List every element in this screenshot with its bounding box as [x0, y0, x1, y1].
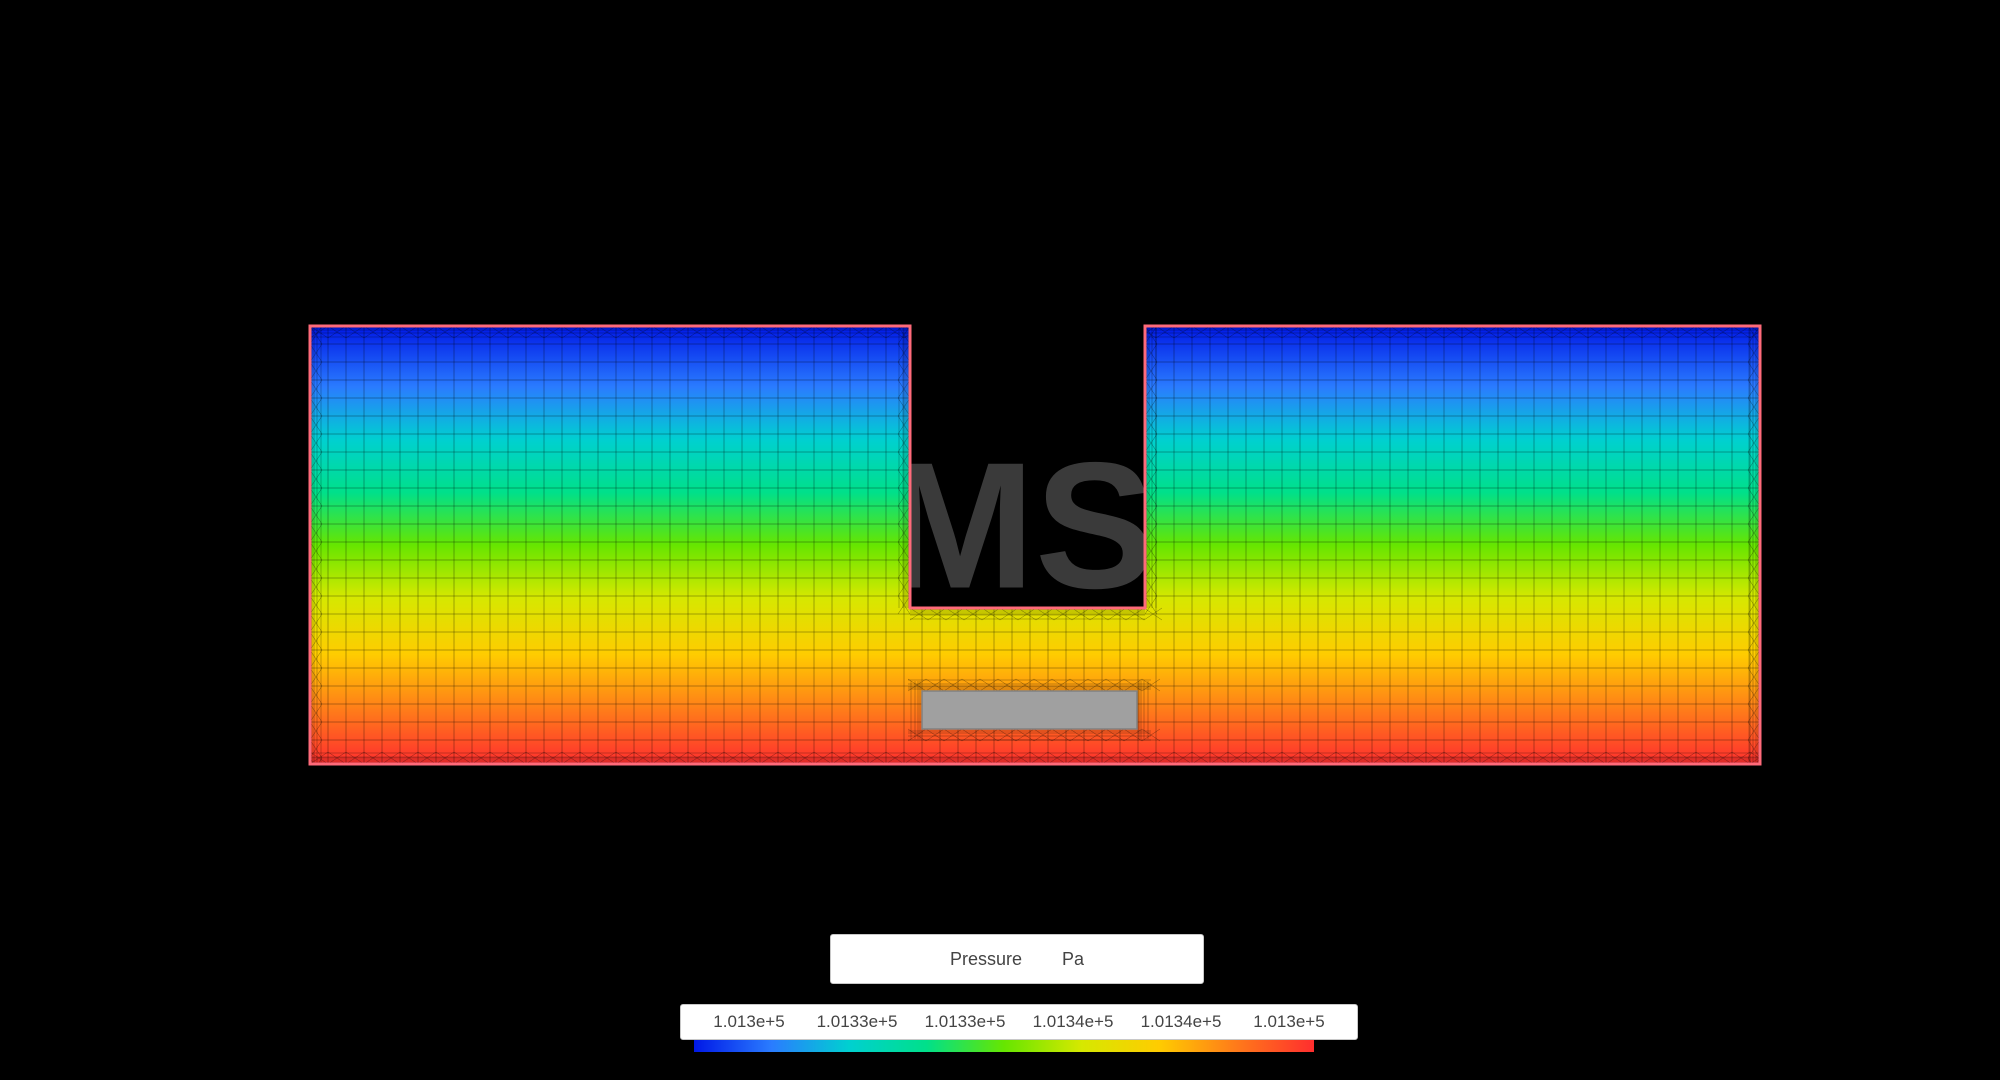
legend-tick: 1.0133e+5 [803, 1012, 911, 1032]
legend-variable: Pressure [950, 949, 1022, 970]
legend-color-bar [694, 1040, 1314, 1052]
legend-tick: 1.0134e+5 [1019, 1012, 1127, 1032]
legend-title-box: Pressure Pa [830, 934, 1204, 984]
simulation-view[interactable] [0, 0, 2000, 1080]
legend-tick: 1.0133e+5 [911, 1012, 1019, 1032]
legend-ticks-box: 1.013e+51.0133e+51.0133e+51.0134e+51.013… [680, 1004, 1358, 1040]
legend-unit: Pa [1062, 949, 1084, 970]
legend-tick: 1.013e+5 [1235, 1012, 1343, 1032]
stage: MS Pressure Pa 1.013e+51.0133e+51.0133e+… [0, 0, 2000, 1080]
legend-tick: 1.013e+5 [695, 1012, 803, 1032]
obstacle-block [922, 691, 1137, 729]
legend-tick: 1.0134e+5 [1127, 1012, 1235, 1032]
